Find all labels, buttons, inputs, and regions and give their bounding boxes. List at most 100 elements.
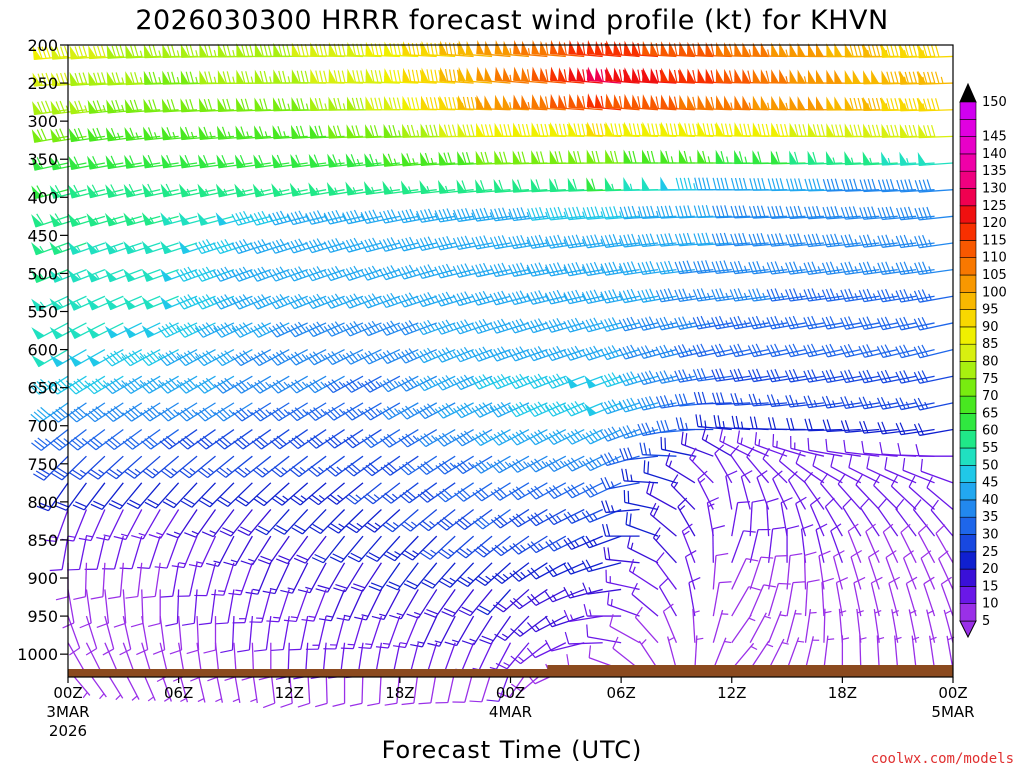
wind-barb: [746, 446, 770, 484]
wind-barb: [289, 482, 327, 506]
wind-barb: [231, 322, 272, 338]
wind-barb: [509, 535, 548, 555]
wind-barb: [619, 447, 659, 461]
wind-barb: [452, 263, 493, 278]
wind-barb: [920, 550, 936, 590]
wind-barb: [160, 240, 198, 255]
y-tick-label: 800: [27, 493, 58, 512]
wind-barb: [711, 232, 751, 247]
wind-barb: [926, 609, 936, 643]
wind-barb: [841, 178, 880, 192]
wind-barb: [880, 151, 917, 166]
wind-barb: [140, 375, 179, 394]
wind-barb: [526, 234, 566, 249]
wind-barb: [434, 402, 474, 419]
wind-barb: [895, 206, 935, 221]
wind-barb: [437, 535, 475, 560]
wind-barb: [421, 562, 456, 589]
wind-barb: [693, 232, 732, 246]
wind-barb: [913, 289, 954, 303]
wind-barb: [822, 233, 861, 248]
wind-barb: [287, 375, 327, 394]
wind-barb: [508, 455, 548, 473]
wind-barb: [601, 500, 640, 514]
wind-barb: [88, 45, 124, 60]
colorbar-swatch: [959, 534, 977, 553]
wind-barb: [458, 589, 493, 617]
wind-barb: [142, 183, 179, 198]
wind-barb: [712, 552, 729, 590]
wind-barb: [217, 69, 253, 85]
wind-barb: [305, 615, 327, 650]
wind-barb: [50, 156, 87, 171]
wind-barb: [911, 635, 920, 670]
wind-barb: [567, 177, 603, 192]
wind-barb: [748, 393, 788, 407]
colorbar-swatch: [959, 586, 977, 605]
wind-barb: [767, 178, 806, 192]
wind-barb: [680, 431, 714, 457]
y-tick-label: 750: [27, 455, 58, 474]
wind-barb: [397, 348, 438, 364]
wind-barb: [531, 39, 566, 58]
wind-barb: [67, 269, 106, 283]
wind-barb: [123, 212, 161, 227]
wind-barb: [674, 288, 714, 303]
wind-barb: [545, 206, 585, 221]
wind-barb: [113, 509, 143, 541]
wind-barb: [31, 429, 69, 451]
wind-barb: [495, 642, 530, 670]
wind-barb: [379, 348, 419, 365]
colorbar-swatch: [959, 136, 977, 155]
wind-barb: [803, 471, 825, 510]
wind-barb: [323, 321, 364, 337]
wind-barb: [86, 184, 124, 199]
wind-barb: [527, 562, 567, 580]
wind-barb: [67, 615, 81, 656]
wind-barb: [674, 260, 714, 275]
wind-barb: [884, 457, 917, 484]
wind-barb: [180, 98, 216, 113]
wind-barb: [655, 395, 695, 409]
wind-barb: [586, 177, 622, 192]
wind-barb: [544, 615, 585, 628]
wind-barb: [785, 288, 825, 302]
wind-barb: [162, 482, 198, 509]
wind-barb: [272, 125, 308, 140]
colorbar-label: 65: [982, 406, 999, 421]
wind-barb: [832, 550, 845, 590]
wind-barb: [378, 292, 419, 309]
wind-barb: [471, 318, 511, 335]
colorbar-label: 140: [982, 147, 1007, 162]
wind-barb: [456, 179, 493, 194]
wind-barb: [105, 455, 143, 480]
wind-barb: [815, 523, 828, 563]
wind-barb: [177, 375, 216, 394]
wind-barb: [271, 482, 309, 506]
wind-barb: [362, 482, 401, 505]
wind-barb: [766, 288, 806, 302]
wind-barb: [544, 345, 585, 362]
wind-barb: [249, 294, 290, 310]
wind-barb: [427, 615, 456, 647]
wind-barb: [273, 509, 309, 535]
wind-barb: [323, 293, 364, 309]
wind-barb: [197, 455, 235, 479]
colorbar-swatch: [959, 291, 977, 310]
wind-barb: [545, 535, 585, 552]
colorbar-swatch: [959, 309, 977, 328]
wind-barb: [143, 126, 179, 141]
wind-barb: [165, 589, 180, 627]
x-tick-label: 00Z: [496, 684, 525, 702]
wind-barb: [305, 375, 345, 394]
wind-barb: [86, 349, 124, 367]
wind-barb: [803, 233, 843, 248]
wind-barb: [670, 474, 696, 510]
wind-barb: [262, 562, 290, 595]
wind-barb: [601, 523, 640, 537]
wind-barb: [124, 154, 161, 169]
wind-barb: [914, 206, 954, 221]
wind-barb: [364, 508, 401, 533]
wind-barb: [619, 233, 659, 248]
wind-barb: [660, 436, 696, 457]
